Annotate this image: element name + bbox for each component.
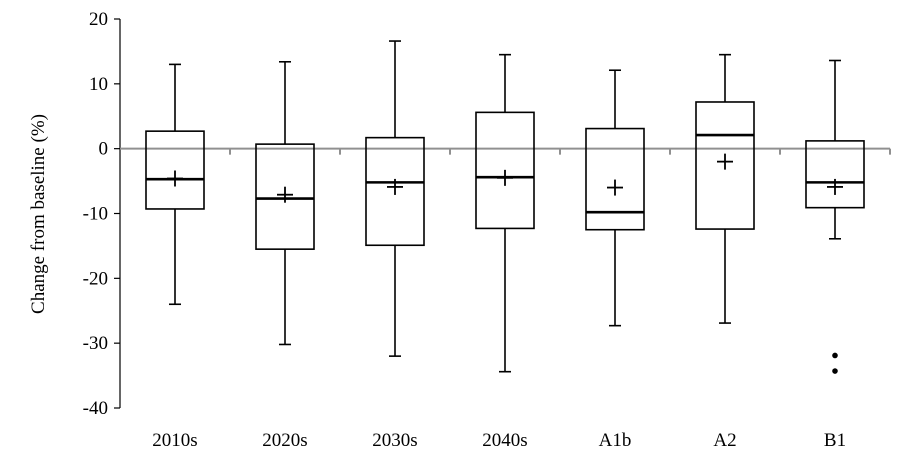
x-category-label: 2020s <box>262 430 307 451</box>
outlier-point <box>832 352 838 359</box>
y-tick-label: -30 <box>83 333 108 354</box>
iqr-box <box>145 130 205 210</box>
iqr-box <box>585 127 645 231</box>
outlier-point <box>832 368 838 374</box>
box-2020s <box>255 60 315 346</box>
box-A1b <box>585 69 645 327</box>
y-tick-label: 20 <box>89 9 108 30</box>
y-tick-label: 10 <box>89 74 108 95</box>
iqr-box <box>805 140 865 209</box>
y-tick-label: -10 <box>83 204 108 225</box>
x-category-label: A1b <box>599 430 632 451</box>
box-B1 <box>805 59 865 374</box>
iqr-box <box>475 111 535 230</box>
y-tick-label: -40 <box>83 398 108 419</box>
x-category-label: 2040s <box>482 430 527 451</box>
iqr-box <box>255 143 315 250</box>
zero-line-layer <box>120 147 891 155</box>
labels-layer: -40 -30 -20 -10 0 10 20 2010s 2020s 2030s 2040s A1b… <box>83 9 846 451</box>
x-category-label: 2030s <box>372 430 417 451</box>
iqr-box <box>695 101 755 230</box>
box-2030s <box>365 40 425 357</box>
y-tick-label: 0 <box>99 139 109 160</box>
boxes-layer <box>145 40 865 374</box>
x-category-label: A2 <box>713 430 736 451</box>
y-tick-label: -20 <box>83 268 108 289</box>
box-2040s <box>475 53 535 373</box>
iqr-box <box>365 136 425 247</box>
x-category-label: B1 <box>824 430 846 451</box>
y-axis-title: Change from baseline (%) <box>28 114 49 314</box>
box-A2 <box>695 53 755 324</box>
x-category-label: 2010s <box>152 430 197 451</box>
box-2010s <box>145 63 205 306</box>
axes-layer <box>114 18 121 409</box>
